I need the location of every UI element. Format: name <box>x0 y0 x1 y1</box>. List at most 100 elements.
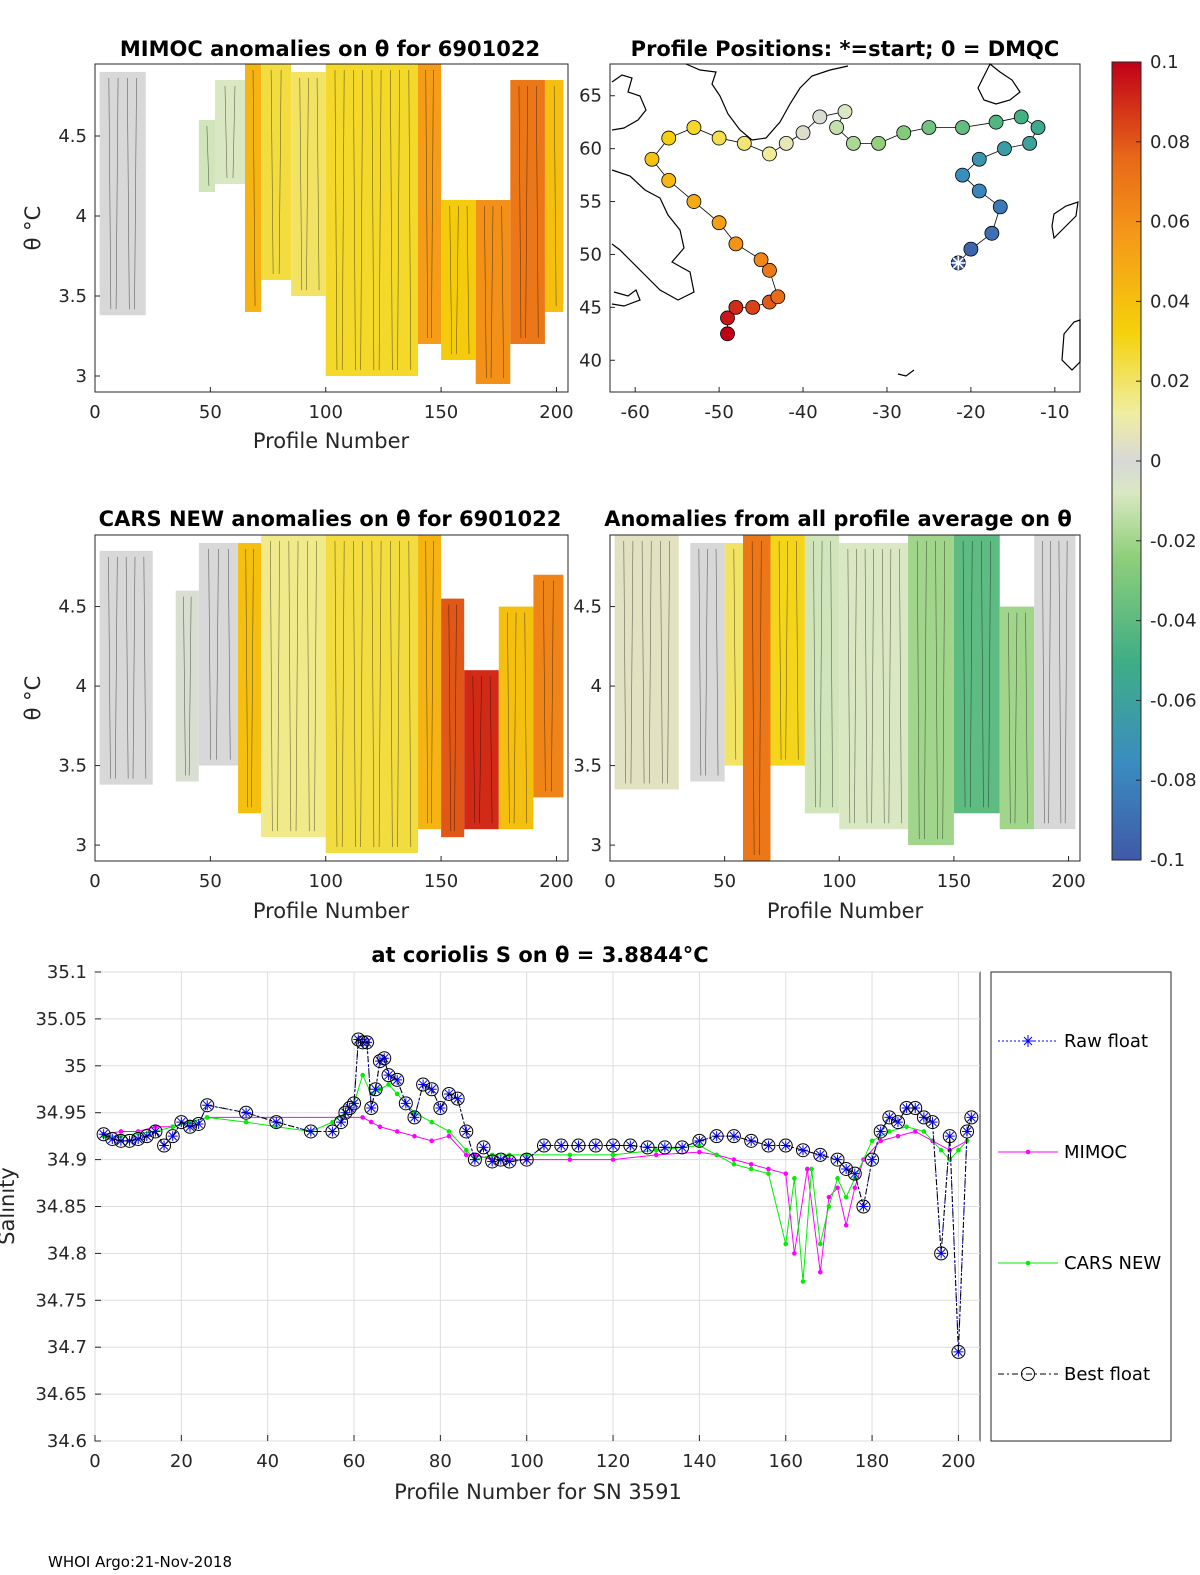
best-float-point <box>442 1086 456 1101</box>
best-float-point <box>174 1115 189 1130</box>
series-point <box>429 1138 435 1144</box>
y-tick-label: 3 <box>76 366 87 387</box>
mimoc-heatmap-panel: MIMOC anomalies on θ for 6901022 0 50 100 1… <box>21 37 574 453</box>
contour-line-5-1 <box>299 77 303 291</box>
best-float-point <box>778 1138 793 1153</box>
x-tick-label: 150 <box>424 871 458 892</box>
profile-position-marker <box>845 135 861 151</box>
contour-line-5-2 <box>306 77 309 291</box>
contour-line-8-2 <box>969 540 973 808</box>
colorbar-tick-label: 0.1 <box>1150 52 1179 73</box>
salinity-y-axis-label: Salinity <box>0 1167 19 1245</box>
best-float-point <box>364 1101 379 1116</box>
contour-line-5-5 <box>371 540 375 848</box>
map-x-tick-label: -40 <box>788 402 817 423</box>
salinity-legend: Raw float MIMOC CARS NEW Best float <box>990 971 1172 1442</box>
best-float-point <box>873 1124 888 1139</box>
best-float-point <box>606 1138 621 1153</box>
series-point <box>938 1147 944 1153</box>
series-point <box>330 1119 335 1125</box>
raw-float-point <box>625 1140 636 1151</box>
best-float-point <box>830 1152 845 1167</box>
contour-line-0-6 <box>667 540 670 784</box>
contour-line-0-1 <box>108 77 112 310</box>
colorbar-tick-label: 0.04 <box>1150 291 1190 312</box>
contour-line-6-4 <box>871 548 874 824</box>
contour-line-6-2 <box>431 540 434 824</box>
cars-heatmap-panel: CARS NEW anomalies on θ for 6901022 0 50 1… <box>21 507 574 923</box>
series-point <box>878 1138 884 1144</box>
contour-line-2-2 <box>232 85 236 179</box>
series-point <box>394 1129 400 1134</box>
raw-float-point <box>452 1093 463 1104</box>
contour-line-6-6 <box>888 548 892 824</box>
contour-line-4-2 <box>278 69 282 275</box>
map-axes: -60 -50 -40 -30 -20 -10 40 45 50 55 60 65 <box>579 86 1069 423</box>
profile-average-heatmap-panel: Anomalies from all profile average on θ … <box>573 507 1085 923</box>
map-y-tick-label: 60 <box>579 139 602 160</box>
contour-line-8-1 <box>962 540 966 808</box>
best-float-point <box>398 1096 413 1111</box>
contour-line-5-8 <box>397 540 400 848</box>
series-point <box>809 1166 814 1172</box>
contour-line-3-1 <box>751 540 755 856</box>
raw-float-point <box>892 1117 903 1128</box>
series-point <box>429 1119 435 1125</box>
y-tick-label: 3.5 <box>573 756 602 777</box>
x-tick-label: 0 <box>89 402 100 423</box>
raw-float-point <box>478 1142 489 1153</box>
series-point <box>783 1171 789 1176</box>
salinity-y-tick-label: 34.7 <box>47 1337 87 1358</box>
heatmap-block-10 <box>510 80 545 344</box>
average-plot-frame <box>609 534 1081 862</box>
best-float-point <box>416 1077 431 1092</box>
x-tick-label: 100 <box>309 402 343 423</box>
contour-line-9-2 <box>490 205 494 379</box>
y-tick-label: 3.5 <box>58 286 87 307</box>
heatmap-block-6 <box>418 535 442 830</box>
best-float-point <box>726 1129 741 1144</box>
mimoc-y-axis-label: θ °C <box>21 206 45 251</box>
series-point <box>394 1091 400 1097</box>
raw-float-point <box>392 1074 403 1085</box>
best-float-point <box>856 1199 871 1214</box>
contour-line-6-5 <box>371 69 375 371</box>
salinity-x-tick-label: 140 <box>682 1451 716 1472</box>
legend-frame <box>990 971 1172 1442</box>
coastline <box>611 63 1081 377</box>
series-point <box>835 1185 840 1191</box>
x-tick-label: 100 <box>309 871 343 892</box>
legend-label: Raw float <box>1064 1031 1148 1052</box>
cars-y-axis-label: θ °C <box>21 676 45 721</box>
average-axes: 0 50 100 150 200 3 3.5 4 4.5 <box>573 597 1085 892</box>
series-point <box>446 1133 452 1139</box>
y-tick-label: 4.5 <box>573 597 602 618</box>
best-float-point <box>519 1152 534 1167</box>
x-tick-label: 150 <box>424 402 458 423</box>
heatmap-block-3 <box>742 535 771 861</box>
best-float-point <box>148 1124 163 1139</box>
heatmap-block-5 <box>325 535 419 854</box>
contour-line-0-5 <box>660 540 663 784</box>
contour-line-7-1 <box>425 69 429 339</box>
contour-line-5-4 <box>360 540 363 848</box>
salinity-x-tick-label: 180 <box>855 1451 889 1472</box>
x-tick-label: 200 <box>539 871 573 892</box>
contour-line-8-3 <box>981 540 984 808</box>
contour-line-10-1 <box>518 85 522 339</box>
series-point <box>377 1124 383 1130</box>
contour-line-2-1 <box>224 85 228 179</box>
y-tick-label: 3 <box>76 835 87 856</box>
profile-position-marker <box>992 199 1008 215</box>
series-point <box>887 1129 892 1134</box>
best-float-point <box>796 1143 810 1158</box>
profile-position-marker <box>921 120 937 135</box>
profile-position-marker <box>661 172 677 188</box>
contour-line-6-2 <box>854 548 857 824</box>
mimoc-x-axis-label: Profile Number <box>253 429 410 453</box>
salinity-grid <box>94 971 980 1442</box>
contour-line-0-2 <box>115 556 118 779</box>
contour-line-10-2 <box>525 85 528 339</box>
best-float-point <box>342 1101 357 1116</box>
